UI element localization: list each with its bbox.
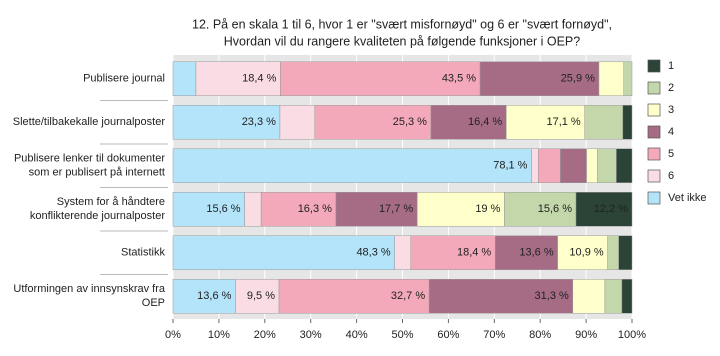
data-label: 43,5 %	[442, 73, 476, 85]
bar-segment	[335, 192, 418, 227]
data-label: 16,3 %	[298, 203, 332, 215]
y-tick-label: konflikterende journalposter	[30, 210, 165, 222]
bar-segment	[428, 279, 574, 314]
legend-label: 6	[668, 170, 674, 182]
bar-segment	[244, 192, 262, 227]
bar-segment	[279, 105, 316, 140]
bar-segment	[494, 235, 558, 270]
bar-segment	[604, 279, 623, 314]
legend-label: Vet ikke	[668, 192, 707, 204]
bar-segment	[394, 235, 412, 270]
y-tick-label: System for å håndtere	[57, 196, 165, 208]
bar-segment	[278, 279, 430, 314]
bar-segment	[280, 61, 481, 96]
bar-segment	[607, 235, 619, 270]
bar-segment	[623, 61, 633, 96]
data-label: 32,7 %	[391, 290, 425, 302]
x-tick-label: 20%	[254, 329, 276, 341]
bar-segment	[586, 148, 598, 183]
data-label: 48,3 %	[356, 247, 390, 259]
data-label: 15,6 %	[538, 203, 572, 215]
bar-segment	[572, 279, 606, 314]
bar-segment	[479, 61, 600, 96]
legend-swatch	[647, 191, 661, 205]
legend-swatch	[647, 103, 661, 117]
y-tick-label: Slette/tilbakekalle journalposter	[13, 116, 166, 128]
x-tick-label: 90%	[575, 329, 597, 341]
bar-segment	[172, 61, 197, 96]
legend-swatch	[647, 125, 661, 139]
x-tick-label: 60%	[437, 329, 459, 341]
x-tick-label: 100%	[618, 329, 646, 341]
data-label: 15,6 %	[206, 203, 240, 215]
y-tick-label: Statistikk	[121, 247, 166, 259]
bar-segment	[618, 235, 633, 270]
bar-segment	[504, 192, 577, 227]
bar-segment	[505, 105, 585, 140]
x-tick-label: 40%	[346, 329, 368, 341]
bar-segment	[172, 192, 245, 227]
legend-swatch	[647, 59, 661, 73]
bar-segment	[557, 235, 608, 270]
data-label: 23,3 %	[242, 116, 276, 128]
bar-segment	[172, 235, 395, 270]
legend-label: 2	[668, 82, 674, 94]
y-tick-label: Utformingen av innsynskrav fra	[13, 283, 165, 295]
bar-segment	[260, 192, 337, 227]
bar-segment	[410, 235, 496, 270]
data-label: 78,1 %	[493, 160, 527, 172]
data-label: 19 %	[475, 203, 500, 215]
x-tick-label: 0%	[165, 329, 181, 341]
data-label: 25,9 %	[561, 73, 595, 85]
bar-segment	[235, 279, 280, 314]
bar-segment	[195, 61, 281, 96]
data-label: 10,9 %	[569, 247, 603, 259]
data-label: 13,6 %	[519, 247, 553, 259]
bar-segment	[531, 148, 539, 183]
bar-segment	[416, 192, 505, 227]
legend-label: 1	[668, 60, 674, 72]
x-tick-label: 10%	[208, 329, 230, 341]
data-label: 13,6 %	[197, 290, 231, 302]
chart-title: Hvordan vil du rangere kvaliteten på føl…	[224, 34, 580, 48]
x-tick-label: 70%	[483, 329, 505, 341]
y-tick-label: Publisere journal	[83, 73, 165, 85]
x-tick-label: 80%	[529, 329, 551, 341]
bar-segment	[172, 105, 281, 140]
y-tick-label: Publisere lenker til dokumenter	[14, 153, 165, 165]
data-label: 17,7 %	[379, 203, 413, 215]
bar-segment	[622, 105, 633, 140]
x-tick-label: 30%	[300, 329, 322, 341]
data-label: 18,4 %	[242, 73, 276, 85]
chart-title: 12. På en skala 1 til 6, hvor 1 er "svær…	[192, 17, 612, 31]
y-tick-label: OEP	[142, 297, 165, 309]
bar-segment	[584, 105, 624, 140]
y-tick-label: som er publisert på internett	[29, 167, 165, 179]
data-label: 18,4 %	[457, 247, 491, 259]
data-label: 31,3 %	[535, 290, 569, 302]
bar-segment	[430, 105, 507, 140]
bar-segment	[538, 148, 561, 183]
bar-segment	[172, 148, 532, 183]
bar-segment	[172, 279, 236, 314]
bar-segment	[598, 61, 624, 96]
legend-swatch	[647, 169, 661, 183]
data-label: 12,2 %	[594, 203, 628, 215]
x-tick-label: 50%	[391, 329, 413, 341]
bar-segment	[560, 148, 587, 183]
data-label: 25,3 %	[393, 116, 427, 128]
legend-label: 4	[668, 126, 674, 138]
legend-label: 3	[668, 104, 674, 116]
legend-swatch	[647, 147, 661, 161]
bar-segment	[597, 148, 617, 183]
bar-segment	[575, 192, 633, 227]
bar-segment	[616, 148, 633, 183]
legend-label: 5	[668, 148, 674, 160]
data-label: 9,5 %	[247, 290, 275, 302]
legend-swatch	[647, 81, 661, 95]
data-label: 16,4 %	[468, 116, 502, 128]
bar-segment	[621, 279, 633, 314]
data-label: 17,1 %	[546, 116, 580, 128]
